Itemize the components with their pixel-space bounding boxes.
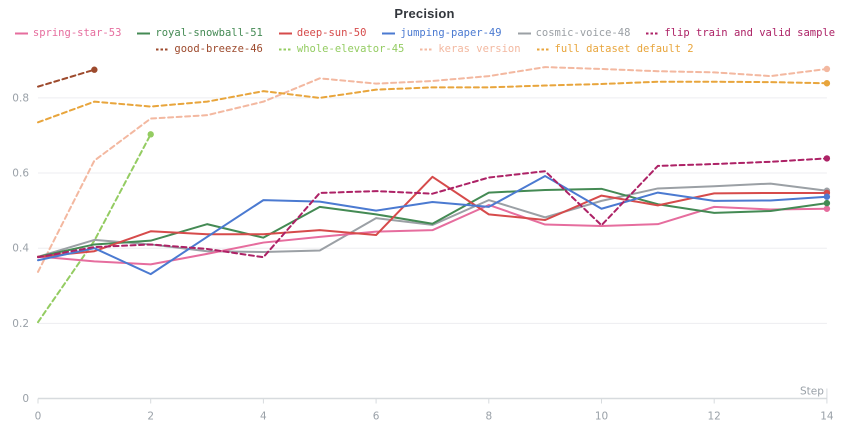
legend-swatch-whole-elevator-45 [278, 48, 292, 50]
x-tick-label-4: 4 [260, 411, 267, 423]
legend-label-cosmic-voice-48: cosmic-voice-48 [535, 27, 631, 39]
legend-label-full-dataset-default-2: full dataset default 2 [554, 43, 694, 55]
legend-row-1: spring-star-53 royal-snowball-51 deep-sun-… [0, 25, 849, 41]
legend-item-good-breeze-46[interactable]: good-breeze-46 [155, 41, 263, 57]
legend-item-spring-star-53[interactable]: spring-star-53 [14, 25, 122, 41]
series-endpoint-flip-train-and-valid-sample [823, 155, 831, 162]
y-tick-label-0: 0 [22, 393, 29, 405]
legend-label-flip-train-and-valid-sample: flip train and valid sample [664, 27, 836, 39]
y-tick-label-0.6: 0.6 [12, 168, 29, 180]
legend-row-2: good-breeze-46 whole-elevator-45 keras ver… [0, 41, 849, 57]
legend-item-keras-version[interactable]: keras version [419, 41, 521, 57]
x-tick-label-8: 8 [485, 411, 492, 423]
legend-label-whole-elevator-45: whole-elevator-45 [296, 43, 405, 55]
legend-label-good-breeze-46: good-breeze-46 [174, 43, 263, 55]
series-endpoint-jumping-paper-49 [823, 193, 831, 200]
legend-swatch-cosmic-voice-48 [517, 32, 531, 34]
legend-label-jumping-paper-49: jumping-paper-49 [400, 27, 502, 39]
series-line-royal-snowball-51[interactable] [37, 187, 828, 258]
x-tick-label-2: 2 [147, 411, 154, 423]
series-endpoint-full-dataset-default-2 [823, 80, 831, 87]
x-tick-label-12: 12 [708, 411, 721, 423]
x-tick-label-10: 10 [595, 411, 608, 423]
legend-swatch-royal-snowball-51 [137, 32, 151, 34]
x-tick-label-6: 6 [373, 411, 380, 423]
legend-swatch-good-breeze-46 [156, 48, 170, 50]
legend-label-royal-snowball-51: royal-snowball-51 [155, 27, 263, 39]
x-axis-title: Step [800, 386, 824, 398]
legend-item-royal-snowball-51[interactable]: royal-snowball-51 [136, 25, 263, 41]
series-line-full-dataset-default-2[interactable] [37, 80, 828, 124]
y-tick-label-0.2: 0.2 [12, 318, 29, 330]
legend-swatch-keras-version [420, 48, 434, 50]
series-line-jumping-paper-49[interactable] [37, 175, 828, 276]
series-line-flip-train-and-valid-sample[interactable] [37, 157, 828, 259]
chart-title: Precision [394, 6, 455, 21]
legend-label-spring-star-53: spring-star-53 [32, 27, 122, 39]
series-line-good-breeze-46[interactable] [37, 68, 96, 88]
legend-item-cosmic-voice-48[interactable]: cosmic-voice-48 [517, 25, 631, 41]
legend-swatch-deep-sun-50 [278, 32, 292, 34]
legend-label-deep-sun-50: deep-sun-50 [296, 27, 367, 39]
legend-item-deep-sun-50[interactable]: deep-sun-50 [278, 25, 367, 41]
series-endpoint-keras-version [823, 65, 831, 73]
series-endpoint-good-breeze-46 [91, 66, 98, 73]
series-line-keras-version[interactable] [37, 66, 828, 273]
legend-swatch-spring-star-53 [14, 32, 28, 34]
y-tick-label-0.4: 0.4 [12, 243, 29, 255]
chart-header: Precision spring-star-53 royal-snowball-5… [0, 0, 849, 57]
legend-item-whole-elevator-45[interactable]: whole-elevator-45 [278, 41, 404, 57]
legend-item-flip-train-and-valid-sample[interactable]: flip train and valid sample [645, 25, 835, 41]
y-tick-label-0.8: 0.8 [12, 92, 29, 104]
legend-swatch-full-dataset-default-2 [536, 48, 550, 50]
series-line-spring-star-53[interactable] [37, 203, 828, 266]
series-endpoint-spring-star-53 [823, 205, 831, 212]
chart-legend: spring-star-53 royal-snowball-51 deep-sun-… [0, 25, 849, 57]
x-tick-label-14: 14 [820, 411, 834, 423]
x-tick-label-0: 0 [35, 411, 42, 423]
series-endpoint-whole-elevator-45 [147, 131, 154, 138]
legend-item-jumping-paper-49[interactable]: jumping-paper-49 [381, 25, 502, 41]
legend-swatch-jumping-paper-49 [382, 32, 396, 34]
series-endpoint-royal-snowball-51 [823, 199, 831, 207]
legend-label-keras-version: keras version [438, 43, 521, 55]
legend-item-full-dataset-default-2[interactable]: full dataset default 2 [536, 41, 694, 57]
legend-swatch-flip-train-and-valid-sample [646, 32, 660, 34]
